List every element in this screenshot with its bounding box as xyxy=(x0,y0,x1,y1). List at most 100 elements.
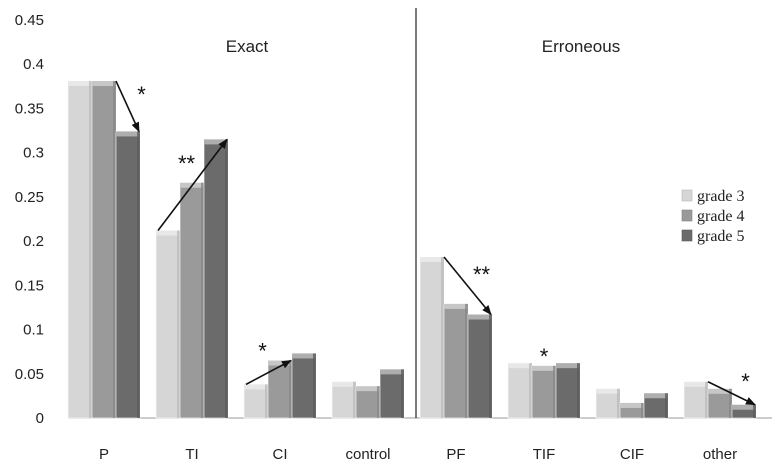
y-tick-label: 0.05 xyxy=(15,366,44,383)
legend-label: grade 4 xyxy=(697,208,745,225)
bar xyxy=(267,360,293,419)
bar-shadow xyxy=(113,81,116,418)
bar-highlight xyxy=(204,139,228,145)
bar-highlight xyxy=(708,388,732,394)
bar-shadow xyxy=(225,139,228,418)
bar-body xyxy=(507,362,533,419)
y-tick-label: 0.35 xyxy=(15,100,44,117)
bar xyxy=(707,388,733,419)
bar xyxy=(555,362,581,419)
bar-body xyxy=(155,230,181,419)
bar xyxy=(203,139,229,419)
bar-shadow xyxy=(137,131,140,418)
bar-body xyxy=(531,365,557,419)
legend-swatch xyxy=(681,189,693,202)
bar xyxy=(379,369,405,419)
category-label: P xyxy=(99,446,109,463)
category-label: other xyxy=(703,446,737,463)
bar xyxy=(67,80,93,419)
category-label: TIF xyxy=(533,446,556,463)
bar-shadow xyxy=(353,381,356,418)
category-label: TI xyxy=(185,446,198,463)
legend-swatch xyxy=(681,209,693,222)
bar-highlight xyxy=(332,381,356,387)
section-label: Exact xyxy=(226,37,269,56)
bar-body xyxy=(683,381,709,419)
bar xyxy=(467,314,493,419)
category-label: CI xyxy=(273,446,288,463)
legend-swatch xyxy=(681,229,693,242)
bar-shadow xyxy=(529,363,532,418)
legend-label: grade 5 xyxy=(697,228,745,245)
bar-body xyxy=(379,369,405,419)
section-label: Erroneous xyxy=(542,37,620,56)
bar-shadow xyxy=(313,353,316,418)
bar xyxy=(91,80,117,419)
bar-highlight xyxy=(468,314,492,320)
bar-body xyxy=(555,362,581,419)
bar-shadow xyxy=(705,381,708,418)
significance-arrow xyxy=(707,381,756,406)
bar-shadow xyxy=(465,303,468,418)
significance-marker: * xyxy=(137,82,146,107)
bar-body xyxy=(179,182,205,419)
legend-entry: grade 4 xyxy=(681,208,745,225)
significance-marker: ** xyxy=(473,262,491,287)
bar-body xyxy=(67,80,93,419)
significance-arrow xyxy=(115,80,140,133)
bar-shadow xyxy=(401,369,404,418)
category-label: CIF xyxy=(620,446,644,463)
bar-highlight xyxy=(644,393,668,399)
bar-shadow xyxy=(89,81,92,418)
bar-shadow xyxy=(577,363,580,418)
bar-body xyxy=(291,353,317,419)
bar-highlight xyxy=(380,369,404,375)
y-tick-label: 0.2 xyxy=(23,233,44,250)
bar-highlight xyxy=(556,363,580,369)
bar-highlight xyxy=(68,81,92,87)
y-tick-label: 0 xyxy=(36,410,44,427)
bar xyxy=(419,256,445,419)
bar-body xyxy=(331,381,357,419)
bar-shadow xyxy=(177,230,180,418)
bar-shadow xyxy=(617,388,620,418)
bar xyxy=(331,381,357,419)
bar-body xyxy=(91,80,117,419)
category-label: PF xyxy=(446,446,465,463)
bar-shadow xyxy=(441,257,444,418)
bar-shadow xyxy=(289,360,292,418)
significance-arrow xyxy=(443,256,492,316)
bar-body xyxy=(467,314,493,419)
significance-marker: * xyxy=(540,344,549,369)
significance-arrow xyxy=(157,138,228,231)
bar-shadow xyxy=(489,314,492,418)
bar xyxy=(731,404,757,419)
significance-marker: * xyxy=(258,338,267,363)
bar-shadow xyxy=(729,388,732,418)
y-tick-label: 0.25 xyxy=(15,189,44,206)
bar-highlight xyxy=(620,402,644,408)
bar xyxy=(683,381,709,419)
bar-highlight xyxy=(268,360,292,366)
y-tick-label: 0.45 xyxy=(15,12,44,29)
bar xyxy=(531,365,557,419)
bar-highlight xyxy=(732,404,756,410)
legend-entry: grade 5 xyxy=(681,228,745,245)
y-tick-label: 0.1 xyxy=(23,322,44,339)
y-tick-label: 0.15 xyxy=(15,277,44,294)
bar xyxy=(643,392,669,419)
significance-marker: * xyxy=(741,369,750,394)
bar xyxy=(443,303,469,419)
bar-body xyxy=(243,384,269,419)
bar-body xyxy=(267,360,293,419)
bar-shadow xyxy=(553,365,556,418)
bar-body xyxy=(443,303,469,419)
bar-shadow xyxy=(753,404,756,418)
bar-body xyxy=(203,139,229,419)
bar xyxy=(355,385,381,419)
bar xyxy=(243,384,269,419)
bar-highlight xyxy=(156,230,180,236)
bar-body xyxy=(355,385,381,419)
bar-shadow xyxy=(265,384,268,418)
